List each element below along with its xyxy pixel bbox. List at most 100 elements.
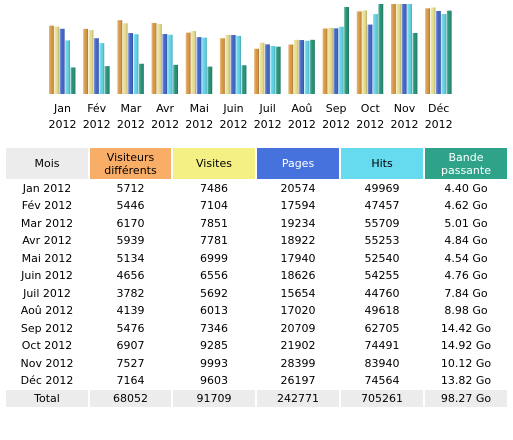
bar-shade-1-4 (104, 66, 110, 94)
table-body: Jan 2012 5712 7486 20574 49969 4.40 Go Fév 201… (6, 180, 507, 389)
cell-hits: 55709 (364, 216, 400, 230)
table-row: Mai 2012 5134 6999 17940 52540 4.54 Go (6, 250, 507, 267)
cell-pages: 20709 (280, 321, 316, 335)
table-header-row: Mois Visiteurs différents Visites Pages … (6, 148, 507, 179)
cell-pages: 17940 (280, 251, 316, 265)
bar-shade-3-4 (173, 64, 178, 94)
bar-shade-2-2 (128, 33, 133, 94)
cell-mois: Oct 2012 (21, 339, 73, 353)
cell-hits: 74564 (364, 374, 400, 388)
total-pages: 242771 (257, 390, 339, 407)
cell-visites: 9285 (200, 339, 228, 353)
cell-mois: Mar 2012 (20, 216, 74, 230)
total-visites: 91709 (173, 390, 255, 407)
bar-shade-5-1 (225, 34, 231, 94)
bar-shade-10-4 (412, 32, 418, 94)
bar-shade-9-4 (378, 4, 384, 94)
cell-pages: 17594 (280, 199, 316, 213)
x-tick-year-label: 2012 (83, 118, 111, 131)
bar-shade-2-1 (122, 23, 128, 94)
cell-hits: 47457 (364, 199, 400, 213)
bar-shade-1-3 (99, 43, 105, 94)
cell-visites: 7104 (200, 199, 228, 213)
bar-shade-0-2 (59, 28, 65, 94)
cell-bande: 4.40 Go (444, 181, 488, 195)
header-bande-line1: Bande (448, 150, 484, 164)
bar-shade-5-2 (230, 34, 236, 94)
x-tick-year-label: 2012 (254, 118, 282, 131)
table-row: Juil 2012 3782 5692 15654 44760 7.84 Go (6, 285, 507, 302)
cell-bande: 14.42 Go (440, 321, 492, 335)
bar-shade-6-3 (270, 46, 276, 94)
cell-pages: 18922 (280, 234, 316, 248)
cell-visiteurs: 7164 (116, 374, 145, 388)
bar-shade-3-0 (151, 22, 157, 95)
bar-shade-9-2 (367, 24, 373, 94)
bar-shade-8-0 (322, 28, 328, 95)
table-row: Aoû 2012 4139 6013 17020 49618 8.98 Go (6, 303, 507, 320)
cell-visiteurs: 4139 (116, 304, 145, 318)
x-tick-year-label: 2012 (391, 118, 419, 131)
cell-pages: 15654 (280, 286, 316, 300)
chart-svg: Jan 2012 Fév 2012 Mar 2012 Avr 2012 Mai 2012 Juin 2… (49, 4, 453, 131)
total-bande: 98.27 Go (425, 390, 507, 407)
bar-shade-5-0 (220, 38, 225, 94)
bar-shade-8-4 (344, 7, 349, 95)
bar-shade-11-2 (436, 10, 441, 94)
cell-mois: Fév 2012 (21, 199, 73, 213)
cell-hits: 74491 (364, 339, 400, 353)
bar-shade-7-4 (310, 39, 315, 94)
header-pages: Pages (257, 148, 339, 179)
cell-visites: 7346 (200, 321, 228, 335)
cell-visiteurs: 6170 (116, 216, 145, 230)
cell-bande: 4.54 Go (444, 251, 488, 265)
x-tick-month-label: Nov (394, 102, 416, 115)
header-bande-passante: Bande passante (425, 148, 507, 179)
bar-shade-1-0 (83, 28, 88, 94)
bar-shade-7-0 (288, 44, 294, 94)
bar-shade-8-3 (338, 26, 344, 94)
bar-shade-7-3 (304, 40, 310, 94)
bar-shade-2-0 (117, 20, 123, 95)
cell-mois: Déc 2012 (20, 374, 74, 388)
cell-hits: 83940 (364, 356, 400, 370)
bar-shade-5-3 (236, 35, 241, 94)
bar-shade-8-2 (333, 28, 339, 95)
cell-visites: 6556 (200, 269, 228, 283)
table-row: Mar 2012 6170 7851 19234 55709 5.01 Go (6, 215, 507, 232)
table-row: Avr 2012 5939 7781 18922 55253 4.84 Go (6, 233, 507, 250)
cell-pages: 28399 (280, 356, 316, 370)
header-hits: Hits (341, 148, 423, 179)
cell-visiteurs: 5134 (116, 251, 145, 265)
bar-shade-6-0 (254, 48, 259, 94)
bar-shade-11-1 (430, 7, 436, 94)
cell-visiteurs: 7527 (116, 356, 145, 370)
bar-shade-3-1 (157, 23, 162, 95)
x-tick-month-label: Sep (326, 102, 347, 115)
cell-visites: 6999 (200, 251, 228, 265)
x-tick-month-label: Juin (222, 102, 243, 115)
x-tick-year-label: 2012 (185, 118, 213, 131)
x-tick-month-label: Fév (87, 102, 106, 115)
bar-shade-9-1 (362, 10, 367, 94)
header-visiteurs-line2: différents (104, 163, 157, 177)
x-tick-year-label: 2012 (117, 118, 145, 131)
cell-visiteurs: 3782 (116, 286, 145, 300)
table-row: Fév 2012 5446 7104 17594 47457 4.62 Go (6, 198, 507, 215)
header-visiteurs-line1: Visiteurs (106, 150, 155, 164)
x-tick-month-label: Juil (259, 102, 276, 115)
cell-mois: Juil 2012 (23, 286, 71, 300)
cell-visiteurs: 6907 (116, 339, 145, 353)
cell-visites: 9603 (200, 374, 228, 388)
cell-visites: 7486 (200, 181, 228, 195)
cell-bande: 14.92 Go (440, 339, 492, 353)
bar-shade-1-1 (88, 30, 94, 95)
x-tick-year-label: 2012 (49, 118, 77, 131)
total-mois: Total (6, 390, 88, 407)
cell-bande: 7.84 Go (444, 286, 488, 300)
bar-shade-9-0 (356, 11, 362, 94)
bar-shade-10-1 (396, 4, 402, 94)
table-row: Jan 2012 5712 7486 20574 49969 4.40 Go (6, 180, 507, 197)
bar-shade-3-3 (167, 34, 173, 94)
x-tick-month-label: Mar (121, 102, 142, 115)
